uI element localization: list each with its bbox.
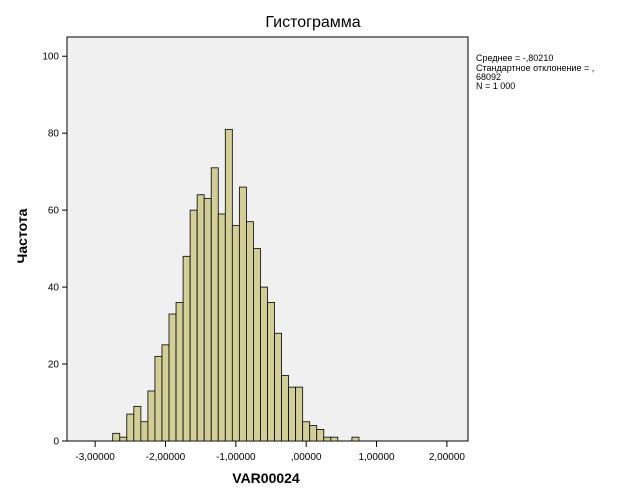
stats-legend: Среднее = -,80210 Стандартное отклонение… xyxy=(476,53,594,91)
stats-stddev: Стандартное отклонение = , xyxy=(476,63,594,73)
x-tick-label: ,00000 xyxy=(291,452,322,463)
histogram-bar xyxy=(217,213,226,442)
x-tick-label: 2,00000 xyxy=(429,452,466,463)
x-tick-label: -3,00000 xyxy=(75,452,115,463)
y-tick-label: 80 xyxy=(48,129,60,140)
histogram-bar xyxy=(161,344,170,442)
histogram-bar xyxy=(182,255,191,442)
stats-stddev-value: 68092 xyxy=(476,72,501,82)
histogram-bar xyxy=(260,286,268,442)
x-tick-label: -2,00000 xyxy=(146,452,186,463)
stats-count: N = 1 000 xyxy=(476,81,515,91)
histogram-bar xyxy=(126,413,135,442)
histogram-bar xyxy=(274,332,282,442)
y-tick-label: 0 xyxy=(53,437,59,448)
histogram-bar xyxy=(302,421,311,442)
histogram-bar xyxy=(309,425,318,442)
histogram-bar xyxy=(288,386,297,442)
histogram-bar xyxy=(316,429,325,442)
x-tick-label: 1,00000 xyxy=(358,452,395,463)
histogram-bar xyxy=(203,198,212,442)
y-tick-label: 100 xyxy=(42,52,59,63)
histogram-bar xyxy=(224,128,233,442)
y-tick-label: 20 xyxy=(48,360,60,371)
histogram-bar xyxy=(168,313,177,442)
histogram-bar xyxy=(189,209,198,442)
histogram-bar xyxy=(238,186,247,442)
histogram-bar xyxy=(175,302,184,442)
stats-mean: Среднее = -,80210 xyxy=(476,53,553,63)
histogram-bar xyxy=(210,167,219,442)
histogram-bar xyxy=(147,390,156,442)
histogram-bar xyxy=(253,248,261,442)
y-axis: 0 20 40 60 80 100 xyxy=(42,52,67,448)
histogram-bar xyxy=(196,194,205,442)
x-axis: -3,00000 -2,00000 -1,00000 ,00000 1,00000 2,0… xyxy=(75,441,465,463)
chart-title: Гистограмма xyxy=(265,14,360,31)
histogram-bar xyxy=(267,302,275,442)
y-tick-label: 40 xyxy=(48,283,60,294)
y-axis-label: Частота xyxy=(14,208,30,263)
histogram-bar xyxy=(281,375,290,442)
histogram-bar xyxy=(140,421,149,442)
histogram-bar xyxy=(119,436,128,442)
x-axis-label: VAR00024 xyxy=(232,470,300,486)
y-tick-label: 60 xyxy=(48,206,60,217)
histogram-bar xyxy=(133,405,142,442)
histogram-bar xyxy=(330,436,339,442)
histogram-bar xyxy=(154,355,163,442)
histogram-bar xyxy=(295,386,304,442)
histogram-bar xyxy=(323,436,332,442)
histogram-bar xyxy=(245,221,254,442)
histogram-bar xyxy=(351,436,360,442)
x-tick-label: -1,00000 xyxy=(216,452,256,463)
histogram-bar xyxy=(231,225,240,442)
bars-group xyxy=(112,128,360,442)
histogram-bar xyxy=(112,432,121,442)
